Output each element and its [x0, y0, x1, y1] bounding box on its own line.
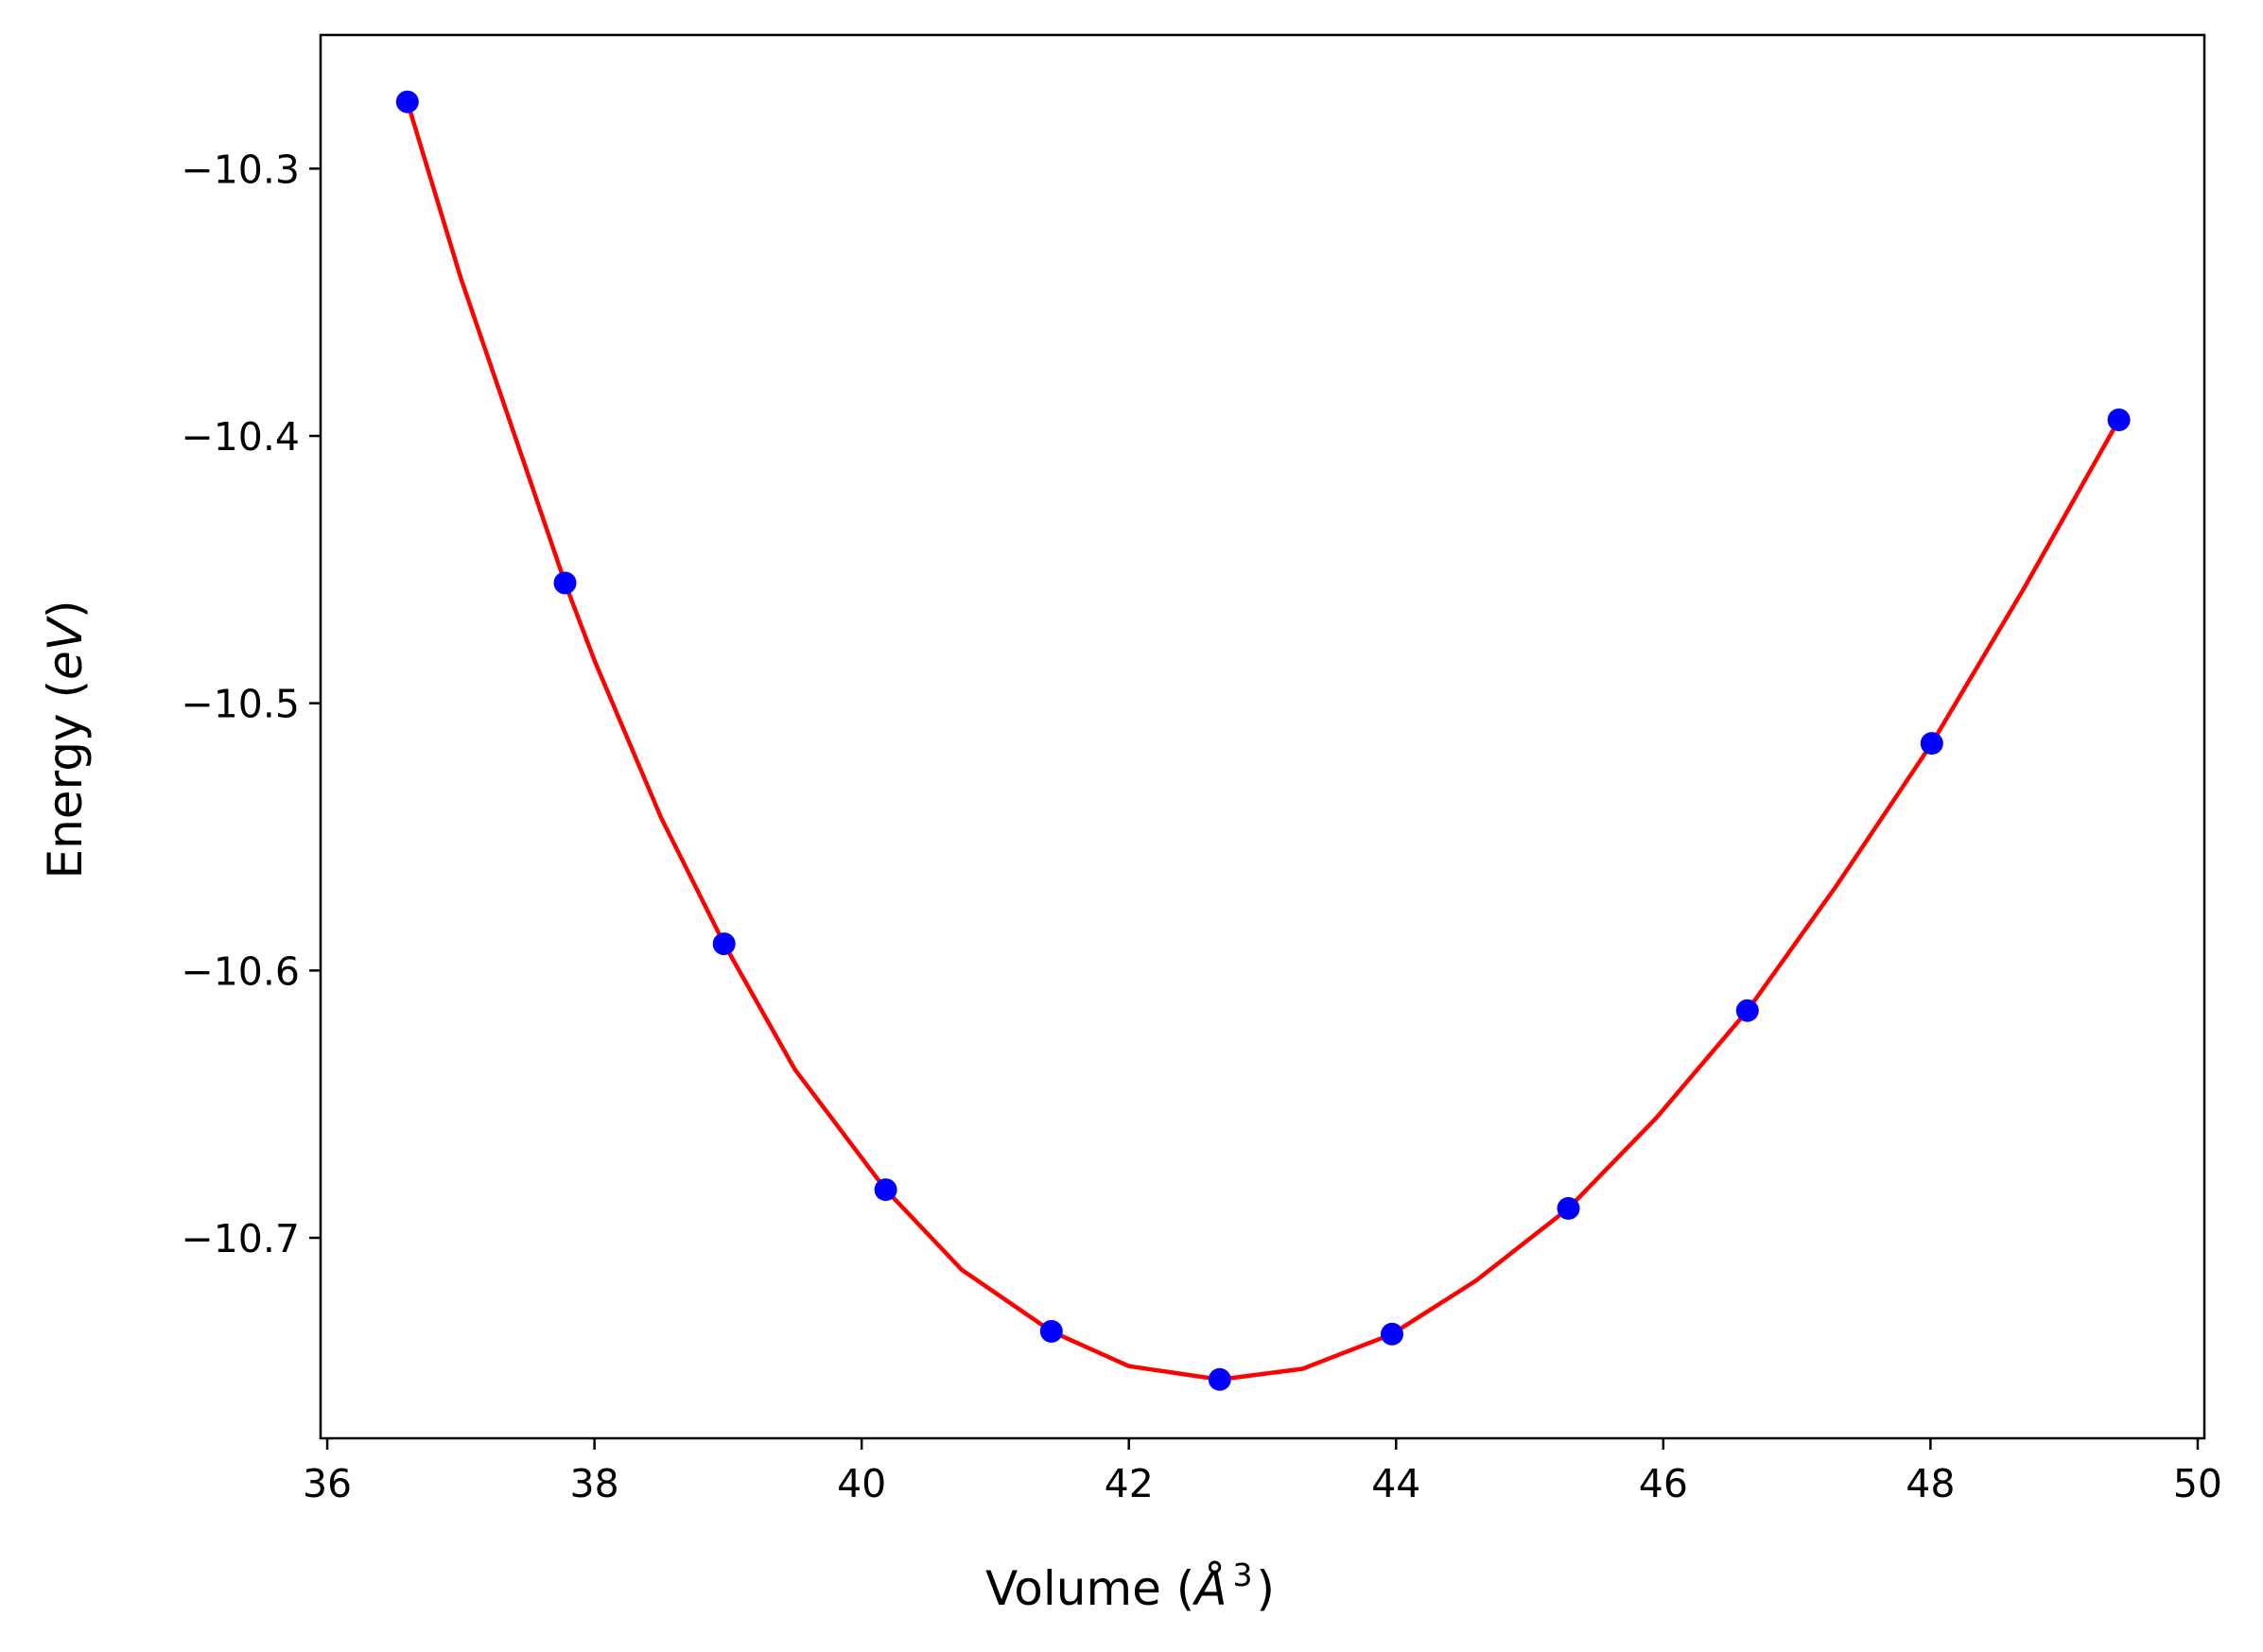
- x-tick-label: 48: [1906, 1461, 1955, 1506]
- y-axis-label: Energy (eV): [38, 600, 93, 879]
- x-tick-label: 44: [1371, 1461, 1420, 1506]
- data-point: [1208, 1367, 1231, 1391]
- x-axis-label-prefix: Volume (: [985, 1561, 1194, 1616]
- y-tick-label: −10.3: [181, 147, 300, 192]
- data-point: [395, 90, 419, 113]
- data-point: [874, 1178, 897, 1202]
- x-tick-label: 46: [1639, 1461, 1688, 1506]
- y-axis-label-prefix: Energy (: [38, 680, 93, 878]
- plot-area: [319, 33, 2206, 1440]
- x-tick-label: 40: [837, 1461, 886, 1506]
- data-point: [1920, 732, 1943, 756]
- data-point: [1381, 1322, 1403, 1346]
- x-axis-label-superscript: 3: [1233, 1556, 1253, 1593]
- y-tick-label: −10.7: [181, 1216, 300, 1261]
- x-axis-ticks: 36 38 40 42 44 46 48 50: [303, 1438, 2222, 1506]
- x-axis-label-symbol: Å: [1192, 1561, 1227, 1616]
- x-tick-label: 50: [2173, 1461, 2222, 1506]
- x-tick-label: 38: [570, 1461, 619, 1506]
- y-axis-ticks: −10.3 −10.4 −10.5 −10.6 −10.7: [181, 147, 321, 1261]
- y-axis-label-unit: eV: [38, 615, 93, 680]
- y-tick-label: −10.5: [181, 682, 300, 727]
- data-point: [712, 932, 736, 956]
- x-tick-label: 36: [303, 1461, 352, 1506]
- data-point: [553, 571, 577, 595]
- axes-frame: [319, 33, 2206, 1440]
- x-axis-label: Volume (Å 3): [985, 1556, 1275, 1616]
- y-tick-label: −10.4: [181, 414, 300, 460]
- data-point: [1557, 1196, 1580, 1220]
- data-points: [395, 90, 2131, 1391]
- y-tick-label: −10.6: [181, 948, 300, 994]
- fit-curve-line: [405, 101, 2121, 1382]
- data-point: [1735, 999, 1759, 1022]
- data-point: [1039, 1319, 1063, 1343]
- x-tick-label: 42: [1105, 1461, 1154, 1506]
- x-axis-label-suffix: ): [1257, 1561, 1276, 1616]
- data-point: [2107, 409, 2131, 431]
- y-axis-label-suffix: ): [38, 600, 93, 619]
